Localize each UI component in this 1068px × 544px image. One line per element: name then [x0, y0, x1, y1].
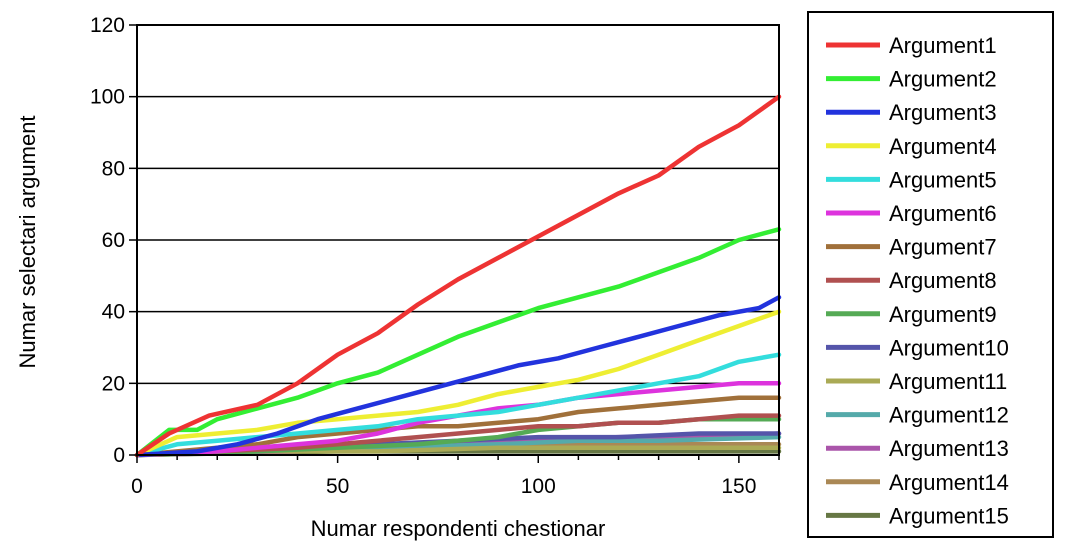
series-line-argument7 [134, 395, 782, 458]
y-tick-label: 0 [113, 444, 125, 467]
legend-label: Argument7 [889, 235, 997, 260]
x-tick-label: 150 [721, 475, 756, 498]
legend-label: Argument12 [889, 403, 1009, 428]
x-axis-title: Numar respondenti chestionar [311, 516, 606, 541]
legend-label: Argument1 [889, 33, 997, 58]
series-lines [134, 94, 782, 458]
y-tick-label: 60 [102, 229, 125, 252]
series-line-argument3 [134, 295, 782, 458]
y-tick-label: 120 [90, 14, 125, 37]
series-line-argument5 [134, 352, 782, 458]
legend-label: Argument14 [889, 470, 1009, 495]
legend-label: Argument4 [889, 134, 997, 159]
x-tick-label: 0 [131, 475, 143, 498]
legend-label: Argument5 [889, 167, 997, 192]
legend-label: Argument13 [889, 436, 1009, 461]
legend-label: Argument15 [889, 503, 1009, 528]
series-line-argument8 [134, 413, 782, 458]
x-axis-ticks: 0 50 100 150 [131, 455, 780, 498]
legend-label: Argument8 [889, 268, 997, 293]
series-line-argument2 [134, 227, 782, 458]
legend-label: Argument10 [889, 335, 1009, 360]
y-tick-label: 40 [102, 301, 125, 324]
x-tick-label: 50 [326, 475, 349, 498]
legend: Argument1 Argument2 Argument3 Argument4 Argu… [807, 11, 1054, 538]
legend-label: Argument2 [889, 67, 997, 92]
legend-label: Argument6 [889, 201, 997, 226]
legend-label: Argument3 [889, 100, 997, 125]
y-tick-label: 20 [102, 372, 125, 395]
y-axis-ticks: 0 20 40 60 80 100 120 [90, 14, 137, 467]
series-line-argument4 [134, 309, 782, 458]
legend-label: Argument11 [889, 369, 1007, 394]
y-tick-label: 80 [102, 157, 125, 180]
y-axis-title: Numar selectari argument [15, 115, 40, 368]
y-tick-label: 100 [90, 86, 125, 109]
x-tick-label: 100 [521, 475, 556, 498]
legend-label: Argument9 [889, 302, 997, 327]
series-line-argument1 [134, 94, 782, 458]
